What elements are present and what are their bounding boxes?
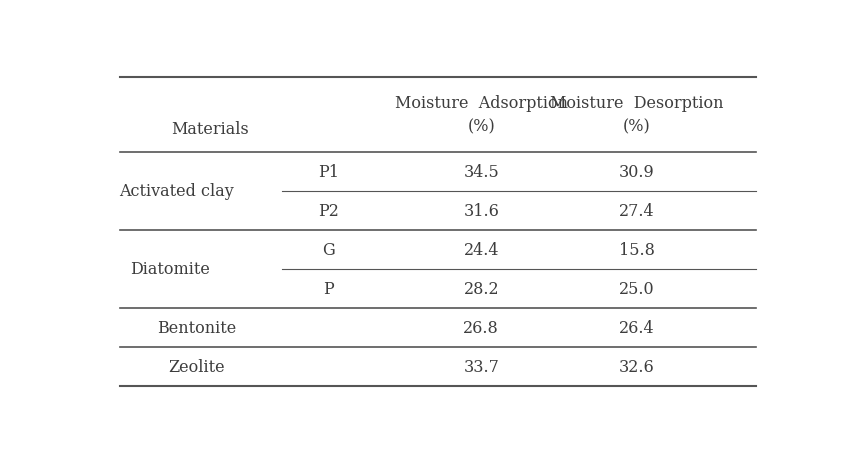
Text: 33.7: 33.7	[463, 358, 499, 375]
Text: Moisture  Desorption
(%): Moisture Desorption (%)	[551, 95, 723, 135]
Text: 32.6: 32.6	[619, 358, 655, 375]
Text: 30.9: 30.9	[619, 164, 655, 181]
Text: P1: P1	[318, 164, 339, 181]
Text: Zeolite: Zeolite	[168, 358, 225, 375]
Text: P2: P2	[318, 202, 339, 219]
Text: 28.2: 28.2	[463, 280, 499, 297]
Text: 25.0: 25.0	[619, 280, 655, 297]
Text: Diatomite: Diatomite	[130, 261, 209, 278]
Text: 27.4: 27.4	[619, 202, 655, 219]
Text: 15.8: 15.8	[619, 241, 655, 258]
Text: 26.8: 26.8	[463, 319, 499, 336]
Text: Materials: Materials	[171, 121, 249, 137]
Text: 34.5: 34.5	[463, 164, 499, 181]
Text: Moisture  Adsorption
(%): Moisture Adsorption (%)	[395, 95, 568, 135]
Text: Activated clay: Activated clay	[119, 183, 233, 200]
Text: P: P	[323, 280, 334, 297]
Text: G: G	[322, 241, 335, 258]
Text: 24.4: 24.4	[463, 241, 499, 258]
Text: 31.6: 31.6	[463, 202, 499, 219]
Text: 26.4: 26.4	[619, 319, 655, 336]
Text: Bentonite: Bentonite	[156, 319, 236, 336]
